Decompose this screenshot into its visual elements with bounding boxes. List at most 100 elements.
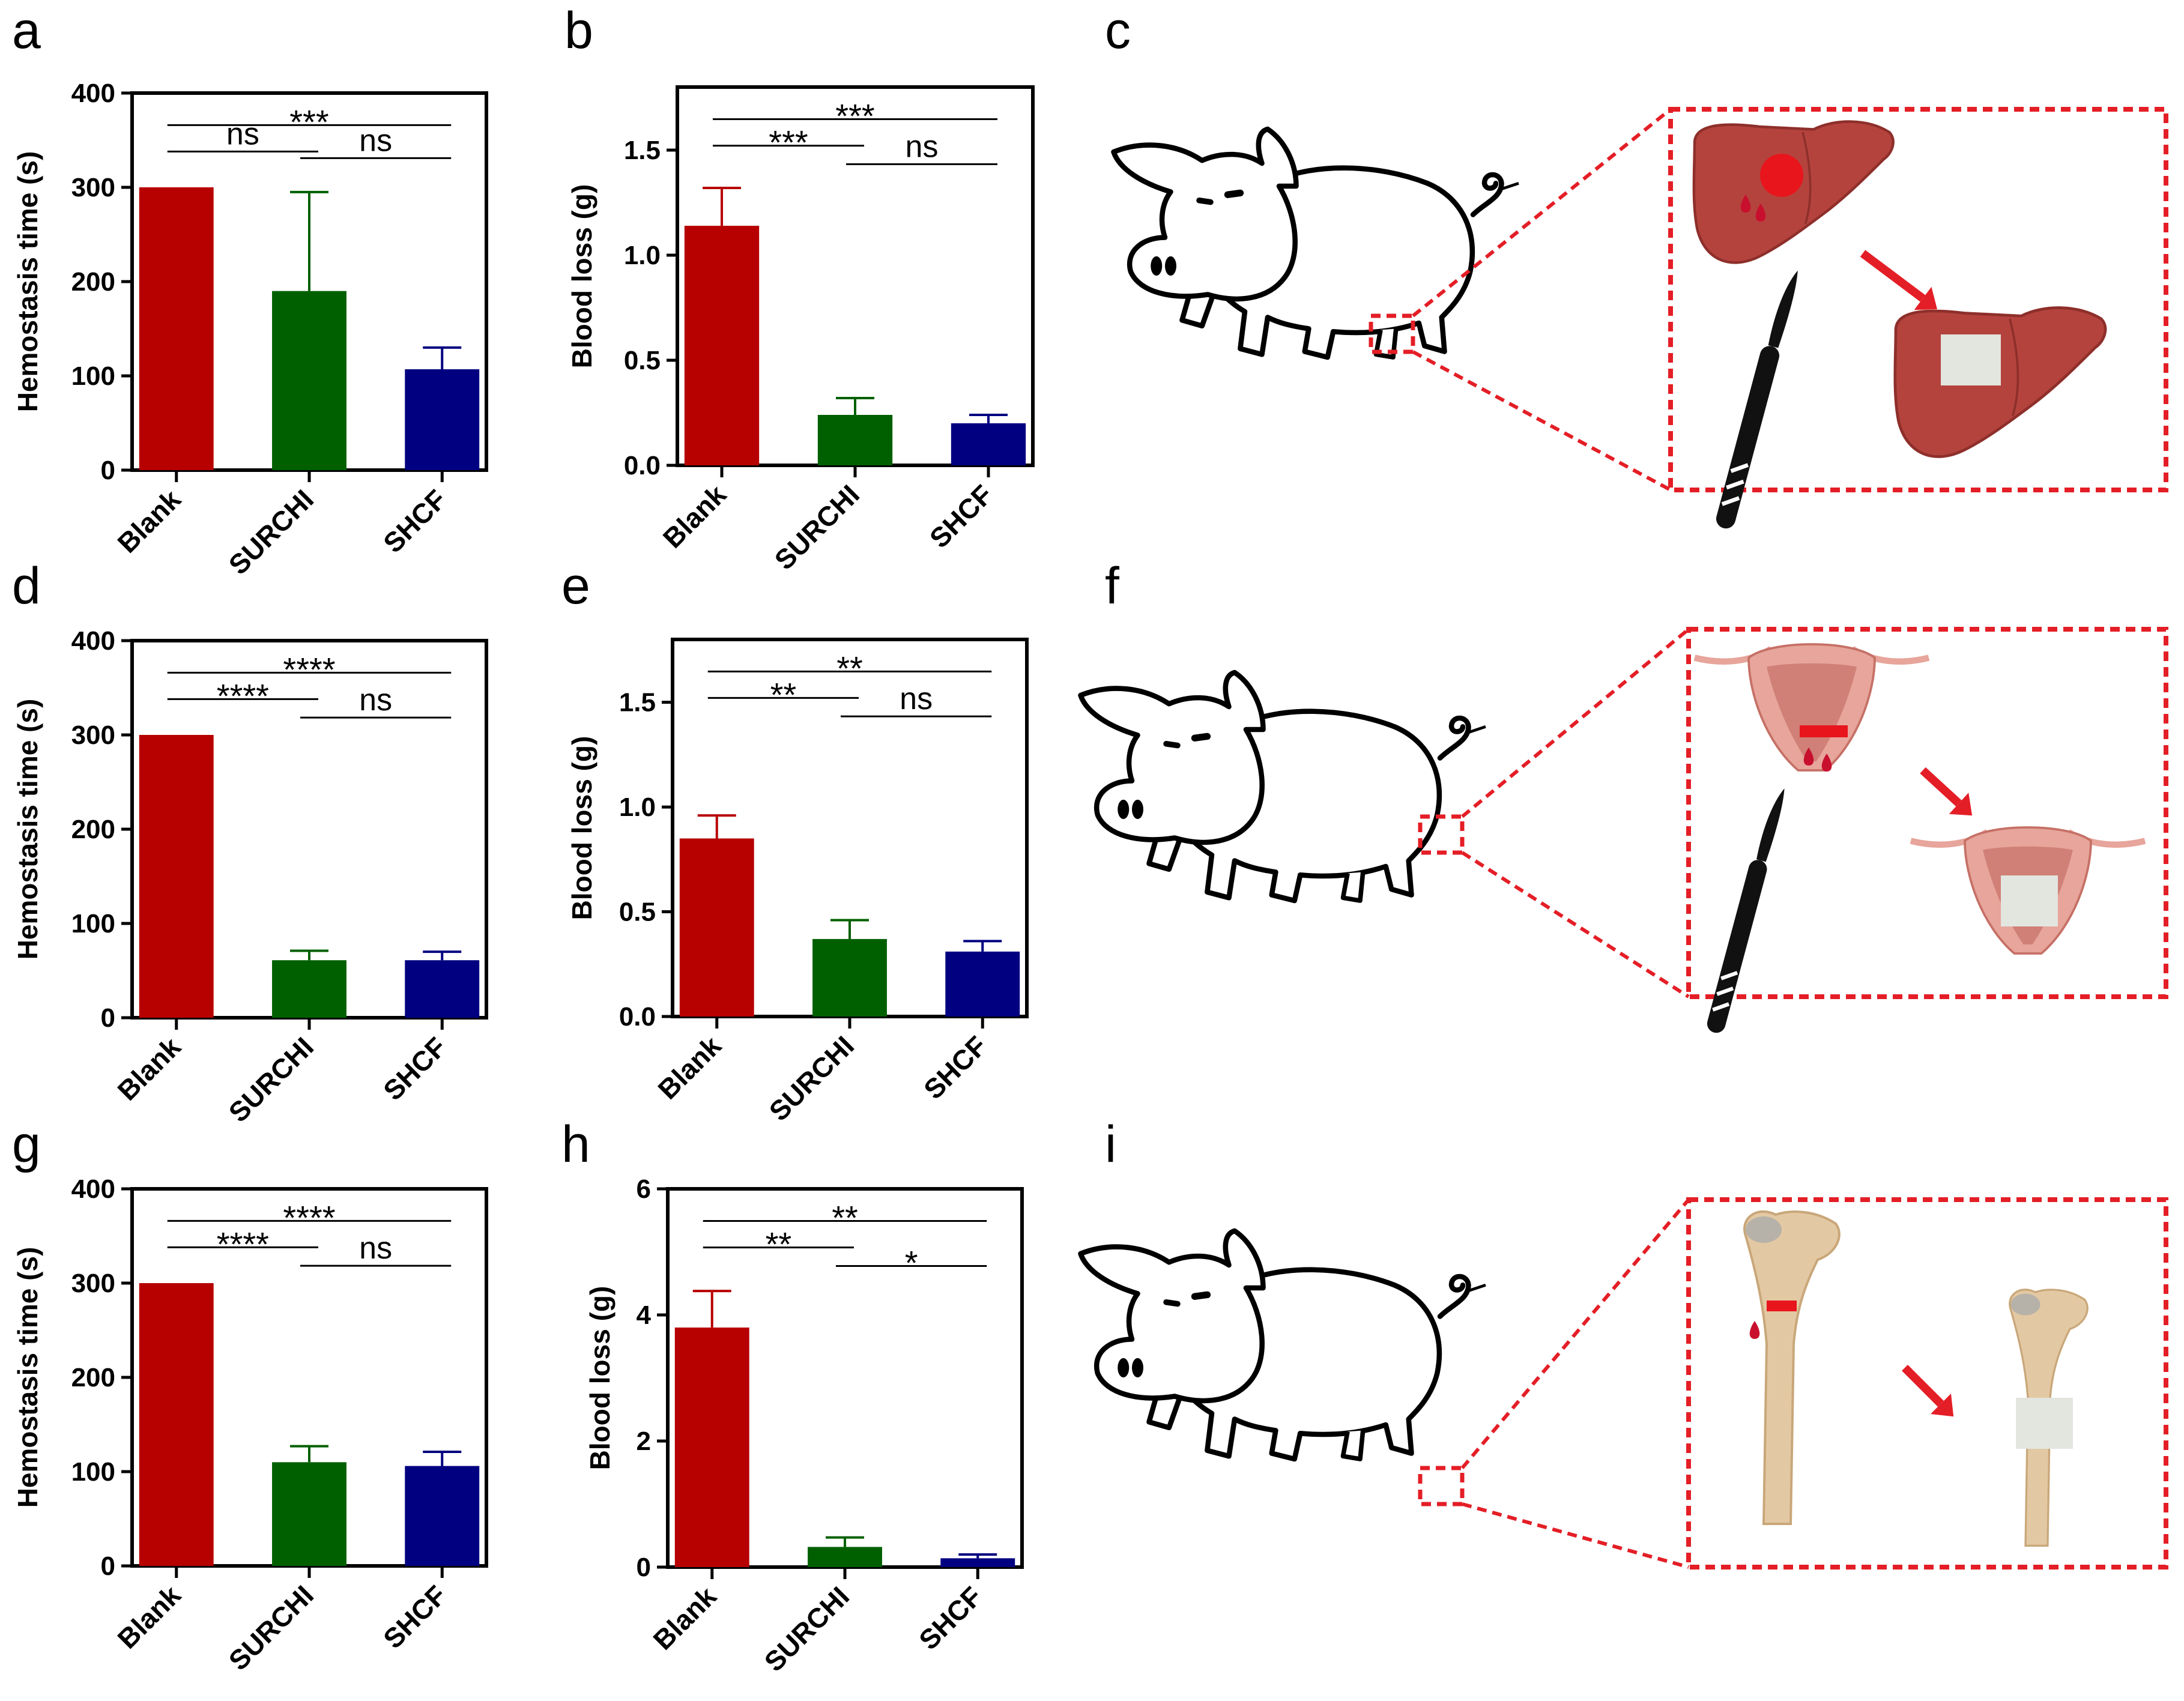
- category-label: SURCHI: [223, 1031, 319, 1128]
- significance-label: ns: [900, 681, 933, 716]
- y-tick-label: 2: [637, 1427, 651, 1456]
- significance-label: ns: [906, 130, 939, 165]
- pig-icon: [1081, 1231, 1486, 1459]
- bar-shcf: [405, 369, 480, 470]
- wound-icon: [1800, 725, 1848, 737]
- y-axis-title: Hemostasis time (s): [12, 151, 43, 412]
- significance-label: ns: [359, 683, 392, 718]
- panel-letter: f: [1105, 557, 1120, 615]
- bar-blank: [139, 735, 214, 1018]
- gauze-patch-icon: [2016, 1398, 2073, 1449]
- significance-label: ns: [359, 123, 392, 158]
- bar-blank: [139, 1283, 214, 1566]
- bar-blank: [679, 838, 754, 1017]
- category-label: SHCF: [377, 1031, 452, 1106]
- incision-site-box: [1369, 313, 1415, 354]
- significance-label: **: [832, 1199, 858, 1237]
- y-tick-label: 0.5: [624, 346, 661, 375]
- chart-panel-b: b 0.0 0.5 1.0 1.5 Blood loss (g) Blank SURCHI SH…: [564, 2, 1035, 576]
- significance-label: ****: [217, 677, 269, 715]
- bar-shcf: [940, 1558, 1015, 1567]
- y-tick-label: 0: [101, 456, 115, 485]
- y-tick-label: 1.0: [624, 241, 661, 270]
- panel-letter: b: [564, 2, 593, 59]
- category-label: SURCHI: [223, 483, 319, 580]
- significance-label: ***: [769, 124, 808, 162]
- panel-letter: a: [12, 2, 41, 59]
- zoom-box: [1668, 107, 2168, 492]
- significance-label: ns: [226, 116, 259, 151]
- y-tick-label: 6: [637, 1174, 651, 1204]
- y-tick-label: 400: [71, 1174, 115, 1204]
- category-label: Blank: [652, 1030, 727, 1105]
- y-axis-title: Hemostasis time (s): [12, 1247, 43, 1508]
- gauze-patch-icon: [2001, 875, 2058, 926]
- chart-panel-e: e 0.0 0.5 1.0 1.5 Blood loss (g) Blank SURCHI SH…: [561, 557, 1029, 1127]
- blood-drop-icon: [1755, 204, 1766, 222]
- y-axis-title: Blood loss (g): [566, 736, 597, 920]
- wound-icon: [1760, 154, 1803, 197]
- arrow-icon: [1902, 1365, 1954, 1417]
- y-tick-label: 300: [71, 721, 115, 750]
- y-tick-label: 1.0: [619, 793, 656, 822]
- zoom-connector: [1412, 107, 1672, 318]
- blood-drop-icon: [1821, 754, 1832, 772]
- category-label: SURCHI: [758, 1580, 855, 1677]
- significance-label: **: [836, 649, 863, 687]
- significance-label: ****: [283, 650, 335, 688]
- chart-panel-d: d 0 100 200 300 400 Hemostasis time (s) Blank SU…: [12, 557, 488, 1128]
- y-tick-label: 100: [71, 361, 115, 391]
- category-label: SURCHI: [769, 479, 865, 575]
- bar-shcf: [951, 423, 1026, 465]
- scalpel-icon: [1707, 788, 1785, 1033]
- significance-label: ***: [289, 103, 328, 140]
- category-label: SHCF: [913, 1580, 988, 1655]
- category-label: SURCHI: [223, 1579, 319, 1676]
- zoom-connector: [1412, 350, 1672, 492]
- y-tick-label: 1.5: [619, 688, 656, 718]
- y-axis-title: Blood loss (g): [566, 184, 597, 369]
- y-tick-label: 0.0: [619, 1002, 656, 1032]
- illustrations-layer: c f i: [1081, 2, 2168, 1570]
- zoom-box: [1686, 1197, 2168, 1570]
- y-tick-label: 100: [71, 1457, 115, 1487]
- zoom-connector: [1462, 1502, 1689, 1569]
- category-label: Blank: [657, 479, 733, 554]
- bar-blank: [674, 1328, 749, 1567]
- zoom-connector: [1461, 627, 1690, 818]
- category-label: Blank: [647, 1580, 722, 1656]
- zoom-connector: [1461, 851, 1690, 999]
- bar-shcf: [405, 960, 480, 1018]
- panel-letter: g: [12, 1116, 41, 1173]
- y-axis-title: Hemostasis time (s): [12, 699, 43, 960]
- scalpel-icon: [1716, 270, 1798, 529]
- y-tick-label: 300: [71, 173, 115, 202]
- category-label: Blank: [111, 1579, 187, 1655]
- y-tick-label: 300: [71, 1269, 115, 1298]
- panel-letter: d: [12, 557, 41, 615]
- y-tick-label: 100: [71, 909, 115, 938]
- y-tick-label: 4: [637, 1301, 652, 1330]
- y-tick-label: 0: [101, 1003, 115, 1033]
- panel-letter: i: [1105, 1116, 1116, 1173]
- pig-icon: [1114, 129, 1519, 357]
- bar-surchi: [272, 960, 346, 1018]
- illustration-panel-i: i: [1081, 1116, 2168, 1570]
- bar-surchi: [272, 1462, 346, 1566]
- chart-panel-a: a 0 100 200 300 400 Hemostasis time (s) Blank SU…: [12, 2, 488, 581]
- category-label: SHCF: [918, 1030, 993, 1105]
- panel-letter: e: [561, 557, 590, 615]
- significance-label: ****: [217, 1225, 269, 1263]
- zoom-connector: [1460, 1198, 1690, 1469]
- panel-letter: h: [561, 1116, 590, 1173]
- category-label: SURCHI: [763, 1030, 860, 1126]
- incision-site-box: [1418, 814, 1465, 855]
- y-tick-label: 400: [71, 79, 115, 108]
- significance-label: **: [770, 675, 797, 713]
- femur-icon: [1743, 1210, 1841, 1525]
- bar-surchi: [808, 1547, 882, 1567]
- wound-icon: [1767, 1301, 1797, 1311]
- category-label: Blank: [111, 483, 187, 559]
